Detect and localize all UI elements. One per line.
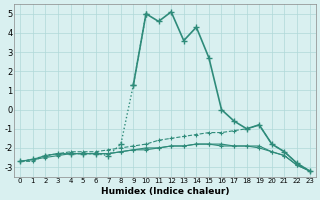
X-axis label: Humidex (Indice chaleur): Humidex (Indice chaleur)	[100, 187, 229, 196]
